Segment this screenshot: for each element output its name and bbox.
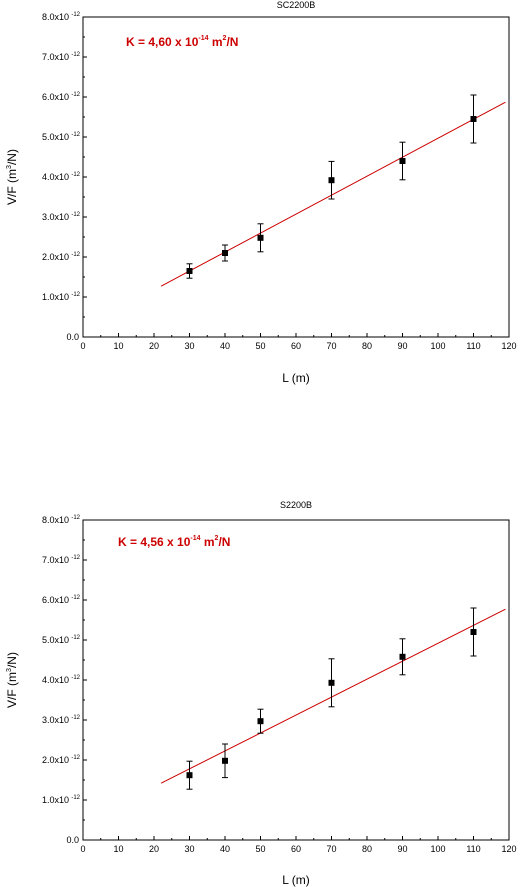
plot-frame: [82, 519, 510, 841]
y-tick-label: 7.0x10: [42, 555, 69, 565]
x-tick-label: 20: [149, 844, 159, 854]
y-tick-exponent: -12: [71, 92, 80, 98]
y-tick-exponent: -12: [71, 715, 80, 721]
y-tick-label: 2.0x10: [42, 755, 69, 765]
chart-s2200b: S2200B 0 10 20 30 40 50 60 70 80 90 100 110 120 0.0 1.…: [5, 500, 517, 887]
x-tick-label: 0: [80, 844, 85, 854]
x-tick-label: 40: [220, 844, 230, 854]
y-tick-label: 0.0: [66, 332, 79, 342]
y-tick-exponent: -12: [71, 755, 80, 761]
y-tick-exponent: -12: [71, 635, 80, 641]
x-tick-label: 20: [149, 341, 159, 351]
data-point: [470, 629, 477, 635]
y-tick-exponent: -12: [71, 675, 80, 681]
fit-annotation: K = 4,56 x 10-14 m2/N: [118, 535, 230, 549]
fit-annotation: K = 4,60 x 10-14 m2/N: [126, 35, 238, 49]
y-tick-label: 8.0x10: [42, 12, 69, 22]
x-tick-label: 10: [113, 341, 123, 351]
plot-frame: [82, 16, 510, 338]
fit-line: [160, 608, 506, 784]
x-tick-label: 110: [466, 844, 480, 854]
y-tick-label: 2.0x10: [42, 252, 69, 262]
y-tick-exponent: -12: [71, 595, 80, 601]
y-tick-label: 7.0x10: [42, 52, 69, 62]
y-tick-label: 8.0x10: [42, 515, 69, 525]
x-tick-label: 30: [184, 341, 194, 351]
y-tick-label: 5.0x10: [42, 132, 69, 142]
x-tick-label: 80: [362, 844, 372, 854]
x-tick-label: 60: [291, 341, 301, 351]
y-tick-label: 1.0x10: [42, 795, 69, 805]
y-tick-exponent: -12: [71, 292, 80, 298]
y-tick-label: 1.0x10: [42, 292, 69, 302]
y-tick-exponent: -12: [71, 212, 80, 218]
x-tick-label: 90: [397, 844, 407, 854]
x-tick-label: 70: [326, 844, 336, 854]
y-tick-exponent: -12: [71, 52, 80, 58]
x-tick-label: 70: [326, 341, 336, 351]
y-tick-label: 6.0x10: [42, 92, 69, 102]
y-tick-label: 4.0x10: [42, 675, 69, 685]
fit-line: [160, 101, 506, 287]
x-axis-title: L (m): [282, 371, 310, 385]
data-point: [470, 116, 477, 122]
y-tick-label: 0.0: [66, 835, 79, 845]
data-point: [328, 177, 335, 184]
y-tick-label: 5.0x10: [42, 635, 69, 645]
y-axis-title: V/F (m3/N): [5, 652, 19, 708]
x-tick-label: 110: [466, 341, 480, 351]
data-point: [222, 250, 228, 256]
y-tick-exponent: -12: [71, 172, 80, 178]
data-point: [257, 234, 264, 241]
y-tick-label: 3.0x10: [42, 715, 69, 725]
y-tick-exponent: -12: [71, 252, 80, 258]
chart-sc2200b: SC2200B 0 10 20 30 40 50 60 70 80 90 100 110 120 0.0 1…: [5, 0, 517, 385]
y-tick-exponent: -12: [71, 132, 80, 138]
y-tick-exponent: -12: [71, 12, 80, 18]
data-point: [186, 772, 193, 779]
x-axis-title: L (m): [282, 873, 310, 887]
x-tick-label: 100: [430, 844, 445, 854]
x-tick-label: 30: [184, 844, 194, 854]
x-tick-label: 0: [80, 341, 85, 351]
y-tick-exponent: -12: [71, 795, 80, 801]
x-tick-label: 120: [501, 844, 516, 854]
y-tick-exponent: -12: [71, 515, 80, 521]
x-tick-label: 50: [255, 341, 265, 351]
x-tick-label: 60: [291, 844, 301, 854]
data-point: [222, 757, 228, 764]
x-tick-label: 90: [397, 341, 407, 351]
x-tick-label: 120: [501, 341, 516, 351]
y-tick-label: 4.0x10: [42, 172, 69, 182]
data-point: [186, 268, 193, 274]
x-tick-label: 40: [220, 341, 230, 351]
x-tick-label: 100: [430, 341, 445, 351]
data-point: [399, 653, 406, 660]
x-tick-label: 80: [362, 341, 372, 351]
y-tick-exponent: -12: [71, 555, 80, 561]
data-point: [328, 679, 335, 686]
y-tick-label: 6.0x10: [42, 595, 69, 605]
x-tick-label: 10: [113, 844, 123, 854]
data-point: [257, 718, 264, 725]
chart-title: S2200B: [280, 500, 312, 510]
data-point: [399, 158, 406, 164]
chart-title: SC2200B: [277, 0, 316, 10]
y-tick-label: 3.0x10: [42, 212, 69, 222]
x-tick-label: 50: [255, 844, 265, 854]
y-axis-title: V/F (m3/N): [5, 149, 19, 205]
